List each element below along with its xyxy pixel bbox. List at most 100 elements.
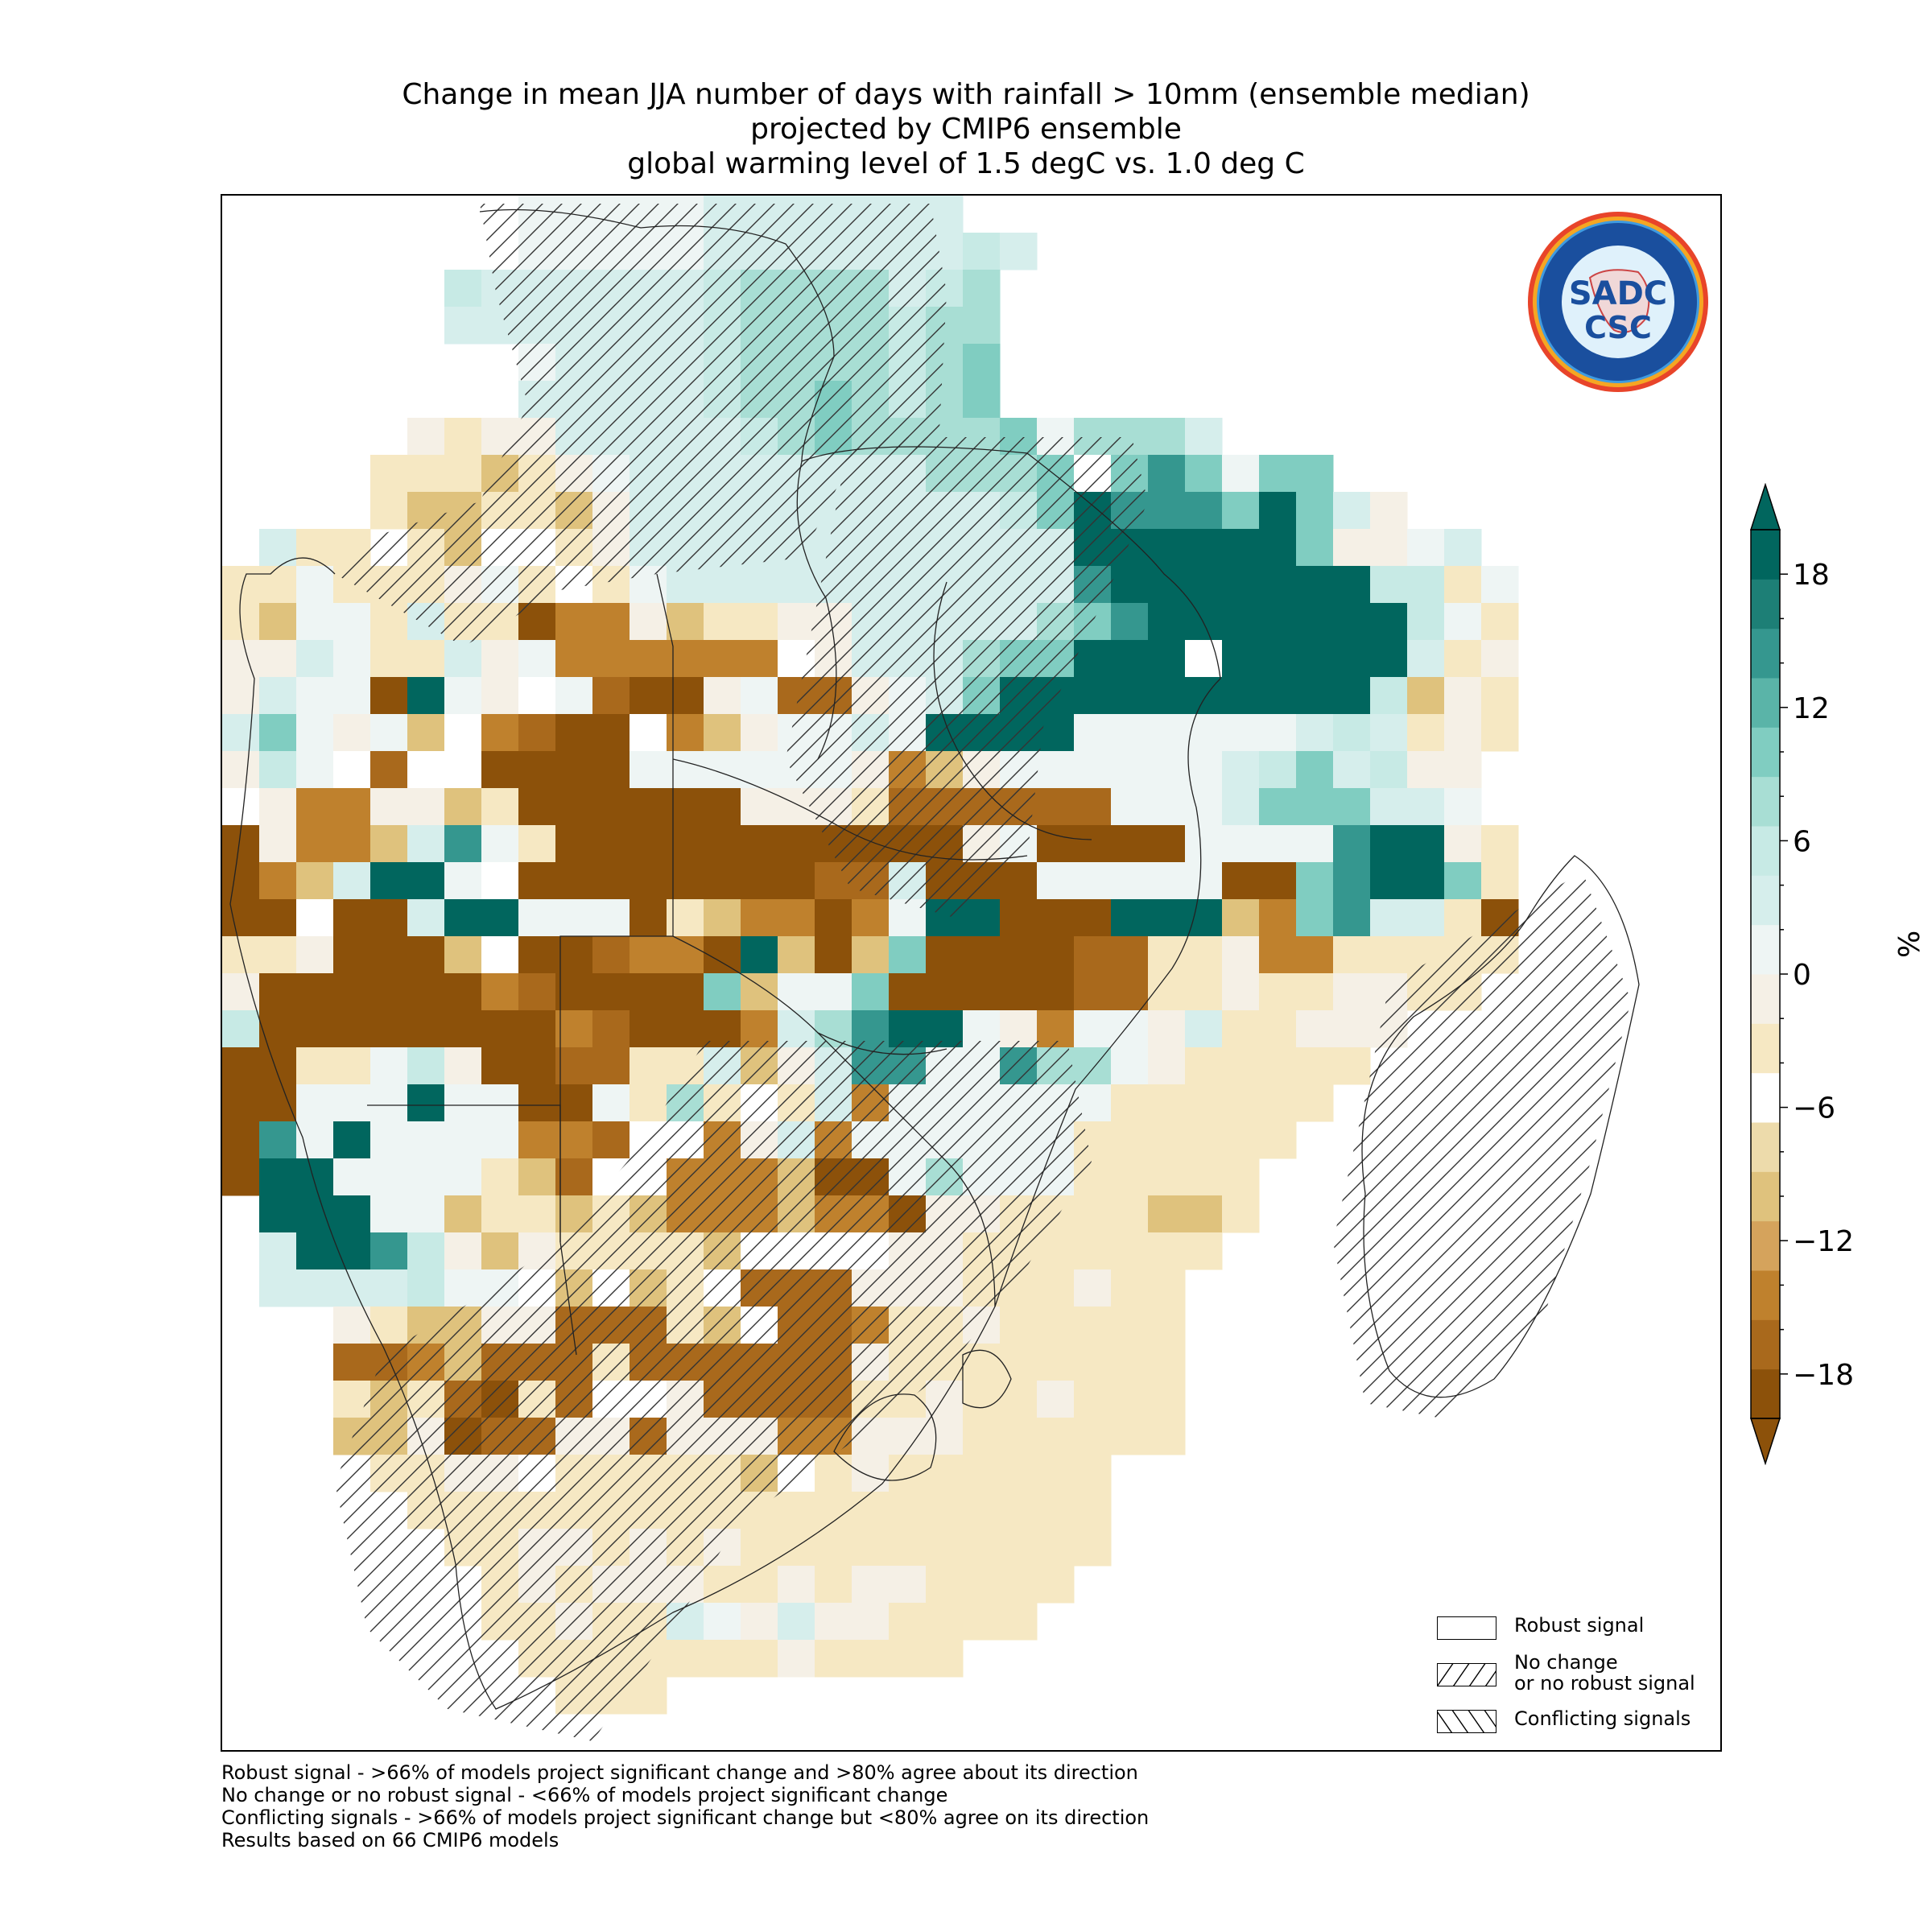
border-line xyxy=(672,935,947,1055)
grid-cell xyxy=(1148,1158,1186,1196)
grid-cell xyxy=(481,1195,519,1233)
grid-cell xyxy=(1333,714,1371,752)
grid-cell xyxy=(1185,418,1223,456)
grid-cell xyxy=(741,1640,778,1678)
grid-cell xyxy=(444,455,482,493)
grid-cell xyxy=(1481,640,1519,678)
grid-cell xyxy=(1370,862,1408,900)
grid-cell xyxy=(592,677,630,715)
colorbar-tick-label: 18 xyxy=(1793,559,1830,592)
grid-cell xyxy=(1037,1381,1075,1418)
grid-cell xyxy=(963,1603,1001,1641)
grid-cell xyxy=(370,1010,408,1048)
grid-cell xyxy=(481,936,519,974)
grid-cell xyxy=(259,788,297,826)
grid-cell xyxy=(1111,603,1149,641)
grid-cell xyxy=(555,751,593,789)
grid-cell xyxy=(704,862,741,900)
grid-cell xyxy=(1444,714,1482,752)
grid-cell xyxy=(704,677,741,715)
grid-cell xyxy=(370,1047,408,1085)
grid-cell xyxy=(481,1158,519,1196)
grid-cell xyxy=(815,936,852,974)
grid-cell xyxy=(555,1121,593,1159)
grid-cell xyxy=(481,714,519,752)
grid-cell xyxy=(1407,529,1445,567)
grid-cell xyxy=(889,1492,927,1530)
grid-cell xyxy=(444,1195,482,1233)
grid-cell xyxy=(1370,677,1408,715)
grid-cell xyxy=(518,825,556,863)
grid-cell xyxy=(1259,640,1297,678)
grid-cell xyxy=(1074,788,1112,826)
grid-cell xyxy=(1185,640,1223,678)
colorbar-tick-label: −18 xyxy=(1793,1359,1854,1392)
grid-cell xyxy=(222,1158,260,1196)
footnote-2: No change or no robust signal - <66% of … xyxy=(221,1784,948,1806)
grid-cell xyxy=(370,1084,408,1122)
grid-cell xyxy=(852,899,890,937)
grid-cell xyxy=(741,936,778,974)
grid-cell xyxy=(1370,825,1408,863)
grid-cell xyxy=(259,1084,297,1122)
grid-cell xyxy=(370,899,408,937)
grid-cell xyxy=(444,270,482,308)
grid-cell xyxy=(370,1195,408,1233)
sadc-csc-logo: SADC CSC xyxy=(1525,209,1711,394)
grid-cell xyxy=(1259,492,1297,530)
grid-cell xyxy=(1185,825,1223,863)
grid-cell xyxy=(1111,899,1149,937)
grid-cell xyxy=(1296,566,1334,604)
grid-cell xyxy=(1333,751,1371,789)
grid-cell xyxy=(1074,936,1112,974)
grid-cell xyxy=(963,1566,1001,1604)
grid-cell xyxy=(630,862,667,900)
grid-cell xyxy=(1111,1232,1149,1270)
grid-cell xyxy=(1296,973,1334,1011)
grid-cell xyxy=(1407,825,1445,863)
grid-cell xyxy=(1111,677,1149,715)
grid-cell xyxy=(741,1566,778,1604)
footnote-1: Robust signal - >66% of models project s… xyxy=(221,1761,1138,1784)
grid-cell xyxy=(333,1084,371,1122)
grid-cell xyxy=(926,936,964,974)
grid-cell xyxy=(407,1047,445,1085)
grid-cell xyxy=(555,677,593,715)
grid-cell xyxy=(1185,603,1223,641)
grid-cell xyxy=(667,677,704,715)
grid-cell xyxy=(1222,751,1260,789)
grid-cell xyxy=(889,1640,927,1678)
grid-cell xyxy=(852,936,890,974)
grid-cell xyxy=(518,714,556,752)
grid-cell xyxy=(630,603,667,641)
grid-cell xyxy=(1222,936,1260,974)
grid-cell xyxy=(1000,1307,1038,1344)
footnotes: Robust signal - >66% of models project s… xyxy=(221,1761,1149,1852)
border-line xyxy=(817,1032,996,1307)
grid-cell xyxy=(592,751,630,789)
grid-cell xyxy=(518,862,556,900)
grid-cell xyxy=(1370,529,1408,567)
grid-cell xyxy=(1148,1047,1186,1085)
grid-cell xyxy=(1296,936,1334,974)
grid-cell xyxy=(1407,862,1445,900)
grid-cell xyxy=(1444,566,1482,604)
grid-cell xyxy=(444,714,482,752)
grid-cell xyxy=(1185,492,1223,530)
grid-cell xyxy=(555,825,593,863)
footnote-4: Results based on 66 CMIP6 models xyxy=(221,1829,559,1852)
grid-cell xyxy=(667,936,704,974)
hatch-legend: Robust signal No change or no robust sig… xyxy=(1437,1615,1703,1745)
grid-cell xyxy=(889,936,927,974)
grid-cell xyxy=(259,603,297,641)
grid-cell xyxy=(1185,1232,1223,1270)
grid-cell xyxy=(444,677,482,715)
grid-cell xyxy=(296,677,334,715)
grid-cell xyxy=(444,788,482,826)
grid-cell xyxy=(1259,603,1297,641)
grid-cell xyxy=(259,751,297,789)
grid-cell xyxy=(518,751,556,789)
grid-cell xyxy=(370,1158,408,1196)
grid-cell xyxy=(741,825,778,863)
grid-cell xyxy=(592,1084,630,1122)
